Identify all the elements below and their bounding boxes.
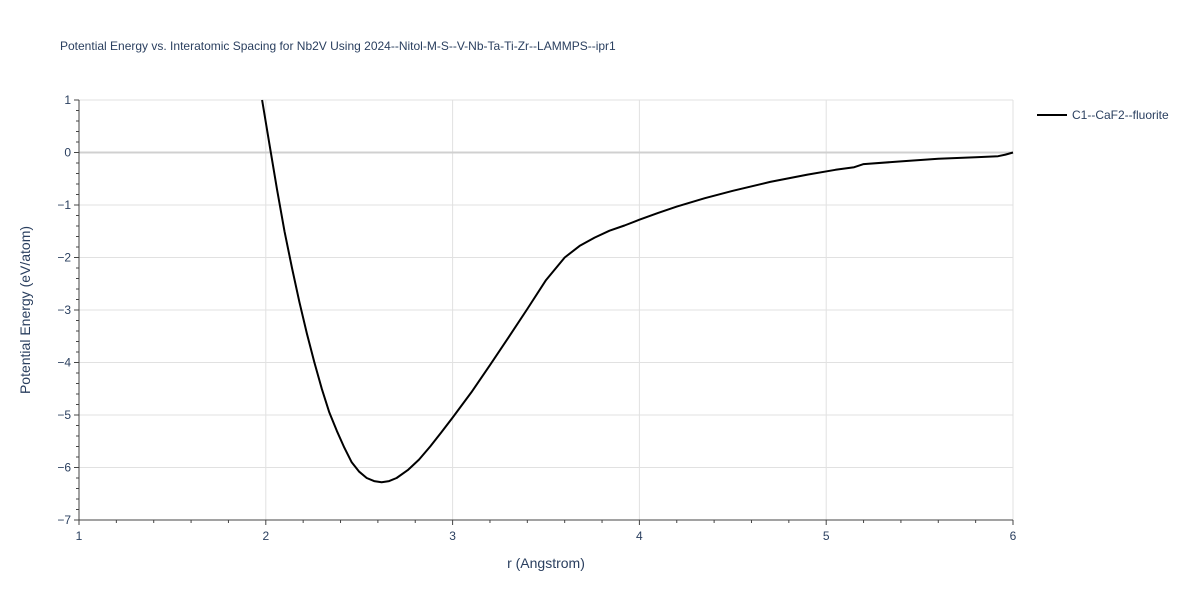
plot-area — [261, 99, 1014, 484]
x-tick-label: 1 — [76, 529, 83, 543]
legend[interactable]: C1--CaF2--fluorite — [1037, 108, 1169, 122]
series-line[interactable] — [261, 99, 1014, 484]
x-tick-label: 6 — [1010, 529, 1017, 543]
y-tick-label: 1 — [64, 93, 71, 107]
y-tick-label: −4 — [57, 356, 71, 370]
y-tick-label: −5 — [57, 408, 71, 422]
y-tick-label: 0 — [64, 146, 71, 160]
grid — [79, 99, 1014, 520]
x-tick-label: 5 — [823, 529, 830, 543]
y-tick-label: −1 — [57, 198, 71, 212]
x-tick-label: 2 — [262, 529, 269, 543]
y-tick-label: −3 — [57, 303, 71, 317]
x-tick-label: 4 — [636, 529, 643, 543]
chart-title: Potential Energy vs. Interatomic Spacing… — [60, 39, 616, 53]
y-axis-title: Potential Energy (eV/atom) — [17, 226, 33, 394]
axes: 1 2 3 4 5 6 1 0 −1 −2 −3 −4 −5 −6 −7 — [57, 93, 1016, 543]
x-axis-title: r (Angstrom) — [507, 555, 585, 571]
y-tick-label: −2 — [57, 251, 71, 265]
x-tick-label: 3 — [449, 529, 456, 543]
y-tick-label: −6 — [57, 461, 71, 475]
y-tick-label: −7 — [57, 513, 71, 527]
legend-label[interactable]: C1--CaF2--fluorite — [1072, 108, 1169, 122]
